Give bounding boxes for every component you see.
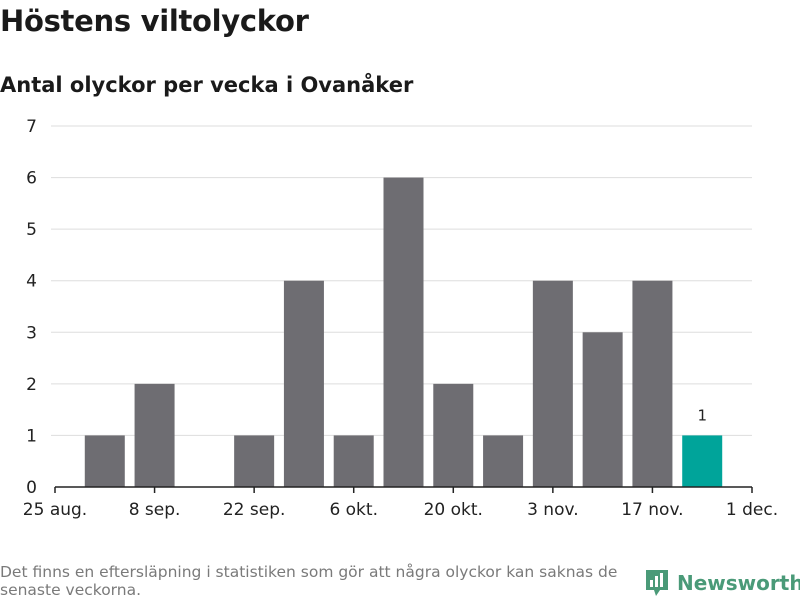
bar bbox=[582, 332, 623, 487]
brand-name: Newsworthy bbox=[677, 571, 800, 595]
x-tick-label: 17 nov. bbox=[621, 500, 683, 520]
newsworthy-logo-icon bbox=[646, 570, 668, 596]
brand-logo: Newsworthy bbox=[644, 568, 800, 598]
x-tick-label: 3 nov. bbox=[527, 500, 579, 520]
y-tick-label: 6 bbox=[26, 169, 37, 189]
y-tick-label: 3 bbox=[26, 323, 37, 343]
footnote: Det finns en eftersläpning i statistiken… bbox=[0, 563, 618, 599]
bar bbox=[134, 383, 175, 487]
x-tick-label: 22 sep. bbox=[223, 500, 286, 520]
bar bbox=[84, 435, 125, 487]
y-tick-label: 0 bbox=[26, 478, 37, 498]
y-tick-label: 2 bbox=[26, 375, 37, 395]
data-label: 1 bbox=[697, 406, 707, 424]
x-tick-label: 1 dec. bbox=[726, 500, 778, 520]
bar bbox=[632, 280, 673, 487]
x-tick-label: 8 sep. bbox=[129, 500, 181, 520]
bar bbox=[333, 435, 374, 487]
bar bbox=[532, 280, 573, 487]
chart-title: Höstens viltolyckor bbox=[0, 4, 309, 38]
y-tick-label: 1 bbox=[26, 426, 37, 446]
y-tick-label: 5 bbox=[26, 220, 37, 240]
bar bbox=[433, 383, 474, 487]
y-tick-label: 7 bbox=[26, 117, 37, 137]
bar bbox=[483, 435, 524, 487]
bar bbox=[234, 435, 275, 487]
x-tick-label: 25 aug. bbox=[23, 500, 87, 520]
bar bbox=[682, 435, 723, 487]
x-tick-label: 20 okt. bbox=[424, 500, 483, 520]
bar bbox=[383, 177, 424, 488]
chart-subtitle: Antal olyckor per vecka i Ovanåker bbox=[0, 73, 414, 97]
y-tick-label: 4 bbox=[26, 272, 37, 292]
x-tick-label: 6 okt. bbox=[329, 500, 378, 520]
bar bbox=[283, 280, 324, 487]
